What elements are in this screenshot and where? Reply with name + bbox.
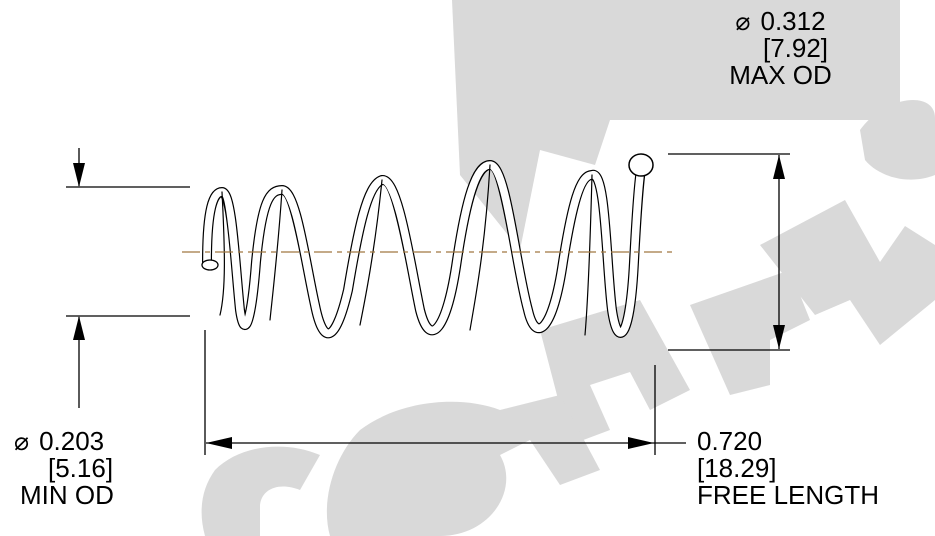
spring-wire-end-top: [628, 153, 654, 177]
spring-back-strands: [219, 164, 593, 336]
max-od-mm: [7.92]: [762, 33, 829, 63]
watermark-letter-r: [690, 270, 810, 395]
min-od-inches: 0.203: [39, 426, 105, 456]
free-length-mm: [18.29]: [697, 453, 777, 483]
free-length-left-arrowhead: [206, 437, 232, 449]
watermark-letters-tu: [540, 300, 690, 445]
max-od-value-line: ⌀ 0.312: [713, 6, 848, 36]
watermark-logo: [201, 0, 935, 536]
diameter-symbol-icon: ⌀: [14, 427, 30, 456]
min-od-bottom-arrowhead: [73, 316, 85, 340]
watermark-letter-y: [760, 200, 935, 345]
min-od-label: ⌀ 0.203 [5.16] MIN OD: [14, 428, 114, 509]
watermark-letters-en: [326, 395, 600, 536]
watermark-upper-shape: [452, 0, 900, 250]
max-od-label: ⌀ 0.312 [7.92] MAX OD: [713, 8, 848, 89]
min-od-value-line: ⌀ 0.203: [14, 426, 114, 456]
dimension-arrowheads: [73, 155, 785, 449]
watermark-letter-s: [860, 99, 935, 180]
max-od-caption: MAX OD: [729, 60, 832, 90]
min-od-mm: [5.16]: [48, 453, 114, 483]
free-length-inches: 0.720: [697, 426, 763, 456]
free-length-caption: FREE LENGTH: [697, 480, 880, 510]
dimension-lines: [66, 148, 790, 455]
compression-spring: [201, 153, 654, 339]
spring-coil-inner: [203, 161, 646, 338]
free-length-right-arrowhead: [628, 437, 654, 449]
min-od-caption: MIN OD: [20, 480, 114, 510]
max-od-top-arrowhead: [773, 155, 785, 179]
max-od-inches: 0.312: [760, 6, 826, 36]
diameter-symbol-icon: ⌀: [735, 7, 751, 36]
free-length-label: 0.720 [18.29] FREE LENGTH: [697, 428, 879, 509]
spring-wire-end-left: [201, 259, 219, 271]
max-od-bottom-arrowhead: [773, 325, 785, 349]
min-od-top-arrowhead: [73, 163, 85, 187]
watermark-text: Century: [470, 412, 505, 423]
watermark-letter-c: [201, 446, 320, 536]
